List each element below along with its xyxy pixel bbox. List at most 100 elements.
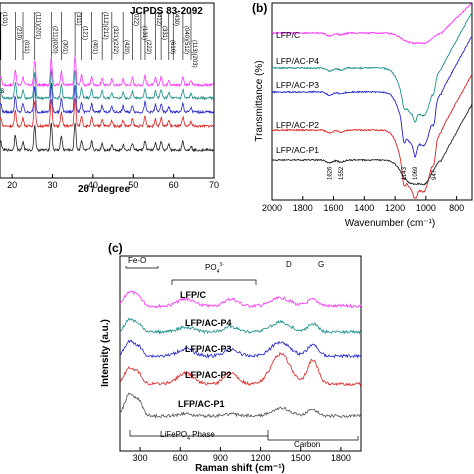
panel-b-series-labels: LFP/C LFP/AC-P4 LFP/AC-P3 LFP/AC-P2 LFP/AC-P… <box>276 30 319 155</box>
g-band-annotation: G <box>318 260 324 269</box>
panel-c-x-tick-label: 1800 <box>331 453 351 463</box>
panel-b-x-tick-label: 1400 <box>354 203 374 213</box>
panel-b-series-line <box>271 3 473 45</box>
panel-a-peak-label: (113)(203) <box>191 40 197 68</box>
panel-a-x-tick-label: 40 <box>88 180 98 190</box>
panel-a-peak-label: (430) <box>173 12 179 26</box>
panel-c-series-labels: LFP/C LFP/AC-P4 LFP/AC-P3 LFP/AC-P2 LFP/AC-P… <box>178 290 232 409</box>
fe-o-annotation: Fe-O <box>128 256 146 265</box>
panel-c-series-line <box>119 317 362 335</box>
panel-c-x-tick-label: 1200 <box>251 453 271 463</box>
po4-subscript: 4 <box>217 269 220 275</box>
panel-b-band-label: 1552 <box>339 166 345 180</box>
panel-b-band-label: 1626 <box>328 166 334 180</box>
panel-a-x-tick-label: 30 <box>47 180 57 190</box>
panel-c-series-line <box>119 351 362 387</box>
panel-b-series-line <box>271 103 473 186</box>
panel-a-x-axis-label: 2θ / degree <box>78 184 131 195</box>
panel-a-peak-label: (011) <box>23 40 29 54</box>
panel-b-band-label: 1143 <box>402 166 408 180</box>
panel-b-series-line <box>271 11 473 123</box>
panel-a-series-line <box>0 122 214 153</box>
panel-b-series-label: LFP/AC-P4 <box>276 56 319 66</box>
po4-annotation: PO43- <box>205 262 224 275</box>
panel-c-series-line <box>119 290 362 309</box>
panel-b-x-axis-label: Wavenumber (cm⁻¹) <box>345 218 435 229</box>
lifepo4-base: LiFePO <box>160 430 187 439</box>
panel-c-x-axis-label: Raman shift (cm⁻¹) <box>195 463 285 474</box>
panel-c-series-line <box>119 392 362 420</box>
panel-a-peak-label: (101) <box>1 12 7 26</box>
panel-a-peak-label: (211)(020) <box>51 26 57 54</box>
panel-a-frame <box>0 2 215 179</box>
panel-a-series-line <box>0 82 215 115</box>
panel-c-y-axis-label: Intensity (a.u.) <box>100 319 111 387</box>
panel-c-frame <box>119 255 362 452</box>
panel-b-series <box>271 3 473 199</box>
lifepo4-tail: Phase <box>190 430 215 439</box>
panel-a-peak-label: (401) <box>92 40 98 54</box>
panel-b-y-axis-label: Transmittance (%) <box>254 60 265 141</box>
panel-a-peak-label: (311) <box>75 12 81 26</box>
panel-c-x-tick-label: 300 <box>133 453 148 463</box>
panel-c-x-ticks: 300 600 900 1200 1500 1800 <box>133 447 351 463</box>
panel-b-x-tick-label: 1200 <box>385 203 405 213</box>
panel-c-x-tick-label: 900 <box>213 453 228 463</box>
panel-a-title: JCPDS 83-2092 <box>130 6 203 17</box>
panel-b-x-tick-label: 1600 <box>324 203 344 213</box>
panel-b-ftir: (b) Transmittance (%) Wavenumber (cm⁻¹) … <box>252 1 473 229</box>
panel-c-x-tick-label: 1500 <box>291 453 311 463</box>
panel-a-peak-label: (331) <box>161 26 167 40</box>
panel-b-series-label: LFP/AC-P2 <box>276 120 319 130</box>
panel-b-x-tick-label: 2000 <box>262 203 282 213</box>
panel-a-peak-label: (210) <box>15 26 21 40</box>
panel-b-label: (b) <box>252 1 267 15</box>
panel-a-peak-label: (121) <box>82 26 88 40</box>
panel-a-peak-label: (111)(201) <box>35 12 41 39</box>
panel-b-series-label: LFP/C <box>276 30 300 40</box>
panel-a-peak-label: (112)(212) <box>102 12 108 40</box>
carbon-annotation: Carbon <box>294 440 320 449</box>
panel-c-label: (c) <box>108 241 123 255</box>
panel-b-series-line <box>271 73 473 199</box>
panel-a-x-tick-label: 60 <box>169 180 179 190</box>
panel-a-peak-label: (040)(512) <box>183 26 189 54</box>
panel-b-series-label: LFP/AC-P3 <box>276 80 319 90</box>
panel-a-series-line <box>0 69 215 101</box>
panel-b-series-line <box>271 36 473 158</box>
panel-a-partial-series-label: s <box>0 85 4 95</box>
panel-b-band-label: 1069 <box>413 166 419 180</box>
panel-a-series-line <box>0 55 215 88</box>
panel-b-frame <box>271 2 473 201</box>
panel-b-x-tick-label: 1800 <box>293 203 313 213</box>
panel-a-peak-label: (222) <box>145 40 151 54</box>
panel-a-x-ticks: 20 30 40 50 60 70 <box>7 174 219 190</box>
lifepo4-subscript: 4 <box>187 436 190 442</box>
panel-a-peak-label: (610) <box>169 40 175 54</box>
po4-bracket <box>171 279 257 285</box>
carbon-bracket <box>267 436 359 441</box>
panel-a-peak-label: (301) <box>61 40 67 54</box>
panel-a-x-tick-label: 50 <box>128 180 138 190</box>
panel-b-series-label: LFP/AC-P1 <box>276 145 319 155</box>
fe-o-bracket <box>125 266 159 269</box>
lifepo4-phase-bracket <box>129 430 269 437</box>
panel-c-series <box>119 290 362 420</box>
panel-c-series-label: LFP/AC-P2 <box>185 370 232 380</box>
panel-a-peak-label: (420) <box>123 40 129 54</box>
panel-b-x-tick-label: 1000 <box>416 203 436 213</box>
panel-a-series-line <box>0 97 214 129</box>
panel-b-x-ticks: 2000 1800 1600 1400 1200 1000 800 <box>262 196 464 213</box>
panel-a-x-tick-label: 20 <box>7 180 17 190</box>
panel-a-peak-label: (022) <box>132 12 138 26</box>
panel-c-series-label: LFP/AC-P1 <box>178 399 225 409</box>
panel-c-raman: (c) Intensity (a.u.) Raman shift (cm⁻¹) … <box>100 241 362 474</box>
panel-c-x-tick-label: 600 <box>173 453 188 463</box>
panel-b-band-labels: 1626 1552 1143 1069 947 <box>328 166 438 180</box>
panel-b-band-label: 947 <box>432 169 438 180</box>
panel-c-series-line <box>119 339 362 359</box>
panel-c-series-label: LFP/AC-P4 <box>185 318 232 328</box>
panel-a-series <box>0 55 215 153</box>
panel-c-series-label: LFP/C <box>180 290 206 300</box>
